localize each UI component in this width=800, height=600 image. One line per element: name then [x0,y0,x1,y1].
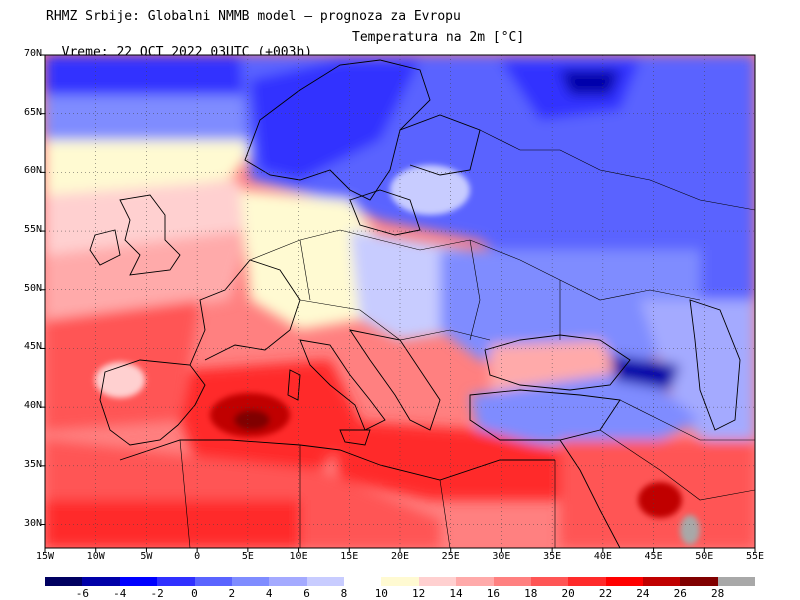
colorbar-label: 20 [561,587,575,600]
colorbar-label: 16 [486,587,501,600]
lat-label-35N: 35N [23,458,42,470]
colorbar-swatch [82,577,120,586]
lon-label-55E: 55E [745,551,765,562]
colorbar-swatch [119,577,158,586]
colorbar-label: -2 [150,587,164,600]
colorbar-swatch [605,577,643,586]
colorbar-swatch [194,577,232,586]
lon-label-10W: 10W [86,551,105,562]
lat-label-65N: 65N [23,106,42,118]
lat-label-30N: 30N [23,517,42,529]
colorbar-swatch [456,577,494,586]
lat-label-60N: 60N [23,165,42,177]
lon-label-50E: 50E [695,551,714,562]
colorbar-label: 12 [412,587,426,600]
map-title: RHMZ Srbije: Globalni NMMB model — progn… [46,9,461,24]
colorbar-swatch [717,577,756,586]
lat-label-45N: 45N [23,341,42,353]
temperature-colorbar [45,577,756,586]
colorbar-swatch [643,577,681,586]
colorbar-swatch [493,577,531,586]
colorbar-label: -4 [113,587,127,600]
temperature-field [45,55,755,548]
lon-label-25E: 25E [441,551,460,562]
colorbar-swatch [381,577,419,586]
lon-label-0: 0 [194,551,201,562]
colorbar-label: 24 [636,587,650,600]
colorbar-swatch [157,577,195,586]
lon-label-5W: 5W [140,551,153,562]
lon-label-45E: 45E [644,551,663,562]
colorbar-label: 6 [303,587,310,600]
colorbar-swatch [269,577,307,586]
lon-label-15W: 15W [35,551,55,562]
lon-label-15E: 15E [340,551,359,562]
lon-label-5E: 5E [241,551,254,562]
parameter-label: Temperatura na 2m [°C] [352,30,525,45]
colorbar-label: 10 [374,587,388,600]
colorbar-label: 2 [228,587,236,600]
colorbar-swatch [418,577,457,586]
colorbar-label: 8 [340,587,348,600]
colorbar-label: -6 [75,587,89,600]
axis-ticks [41,54,756,552]
lon-label-30E: 30E [492,551,511,562]
colorbar-label: 26 [673,587,687,600]
lon-label-20E: 20E [390,551,410,562]
colorbar-swatch [306,577,344,586]
lon-label-40E: 40E [593,551,612,562]
colorbar-label: 14 [449,587,463,600]
colorbar-swatch [45,577,83,586]
lat-label-50N: 50N [23,282,42,294]
colorbar-label: 18 [524,587,538,600]
colorbar-label: 28 [711,587,725,600]
colorbar-label: 0 [191,587,198,600]
lat-label-40N: 40N [23,400,42,412]
colorbar-swatch [344,577,382,586]
colorbar-swatch [530,577,569,586]
colorbar-label: 4 [265,587,273,600]
lon-label-35E: 35E [543,551,562,562]
colorbar-swatch [680,577,718,586]
lat-label-70N: 70N [23,48,42,59]
lat-label-55N: 55N [23,224,42,236]
colorbar-swatch [568,577,606,586]
lon-label-10E: 10E [289,551,308,562]
colorbar-label: 22 [598,587,613,600]
colorbar-swatch [231,577,270,586]
